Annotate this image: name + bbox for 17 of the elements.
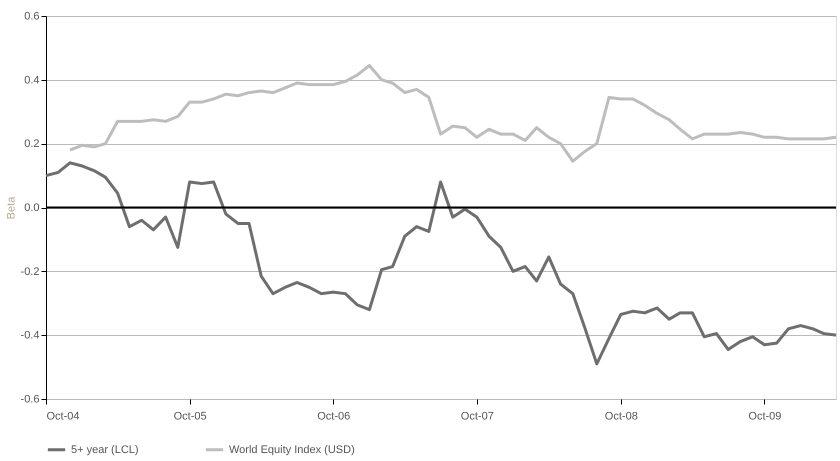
x-tick-label: Oct-05	[174, 410, 207, 422]
y-tick-label: 0.4	[24, 74, 40, 86]
x-tick-label: Oct-06	[317, 410, 350, 422]
y-tick-label: -0.2	[20, 266, 40, 278]
x-tick-label: Oct-09	[748, 410, 782, 422]
legend-label: World Equity Index (USD)	[229, 444, 355, 456]
x-tick-label: Oct-08	[604, 410, 638, 422]
y-tick-label: 0.6	[24, 10, 40, 22]
y-axis-title: Beta	[6, 196, 18, 220]
y-tick-label: -0.4	[20, 330, 40, 342]
x-tick-label: Oct-04	[46, 410, 80, 422]
x-tick-label: Oct-07	[460, 410, 494, 422]
line-series	[44, 161, 838, 366]
legend-label: 5+ year (LCL)	[71, 444, 139, 456]
y-tick-label: -0.6	[20, 394, 40, 406]
y-tick-label: 0.0	[24, 202, 40, 214]
y-tick-label: 0.2	[24, 138, 40, 150]
